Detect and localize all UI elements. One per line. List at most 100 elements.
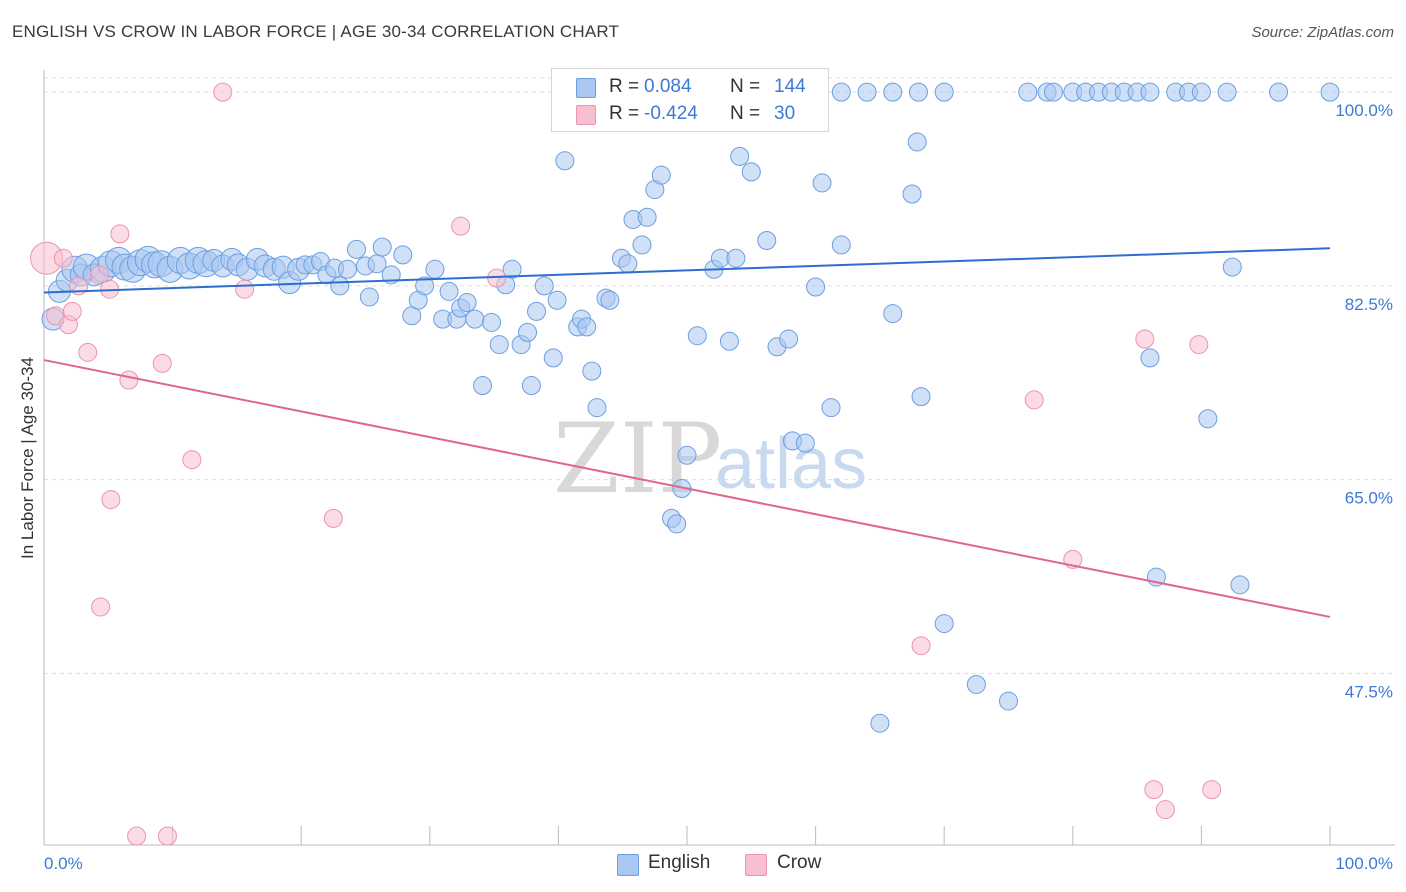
english-point <box>1269 82 1289 102</box>
english-point <box>346 239 366 259</box>
crow-point <box>110 224 130 244</box>
correlation-legend: R = 0.084 N = 144 R = -0.424 N = 30 <box>551 68 829 132</box>
english-point <box>934 82 954 102</box>
legend-swatch-crow <box>576 105 596 125</box>
english-point <box>831 82 851 102</box>
legend-r-label: R = <box>609 103 640 124</box>
english-point <box>719 331 739 351</box>
crow-trend-line <box>43 359 1331 618</box>
crow-point <box>911 636 931 656</box>
crow-point <box>78 342 98 362</box>
english-point <box>600 290 620 310</box>
english-point <box>582 361 602 381</box>
legend-r-label: R = <box>609 76 640 97</box>
x-tick-label-min: 0.0% <box>44 854 83 873</box>
legend-swatch-english <box>576 78 596 98</box>
english-point <box>465 309 485 329</box>
crow-point <box>213 82 233 102</box>
crow-point <box>89 265 109 285</box>
english-point <box>667 514 687 534</box>
watermark-zip: ZIP <box>553 403 722 515</box>
crow-point <box>101 490 121 510</box>
crow-point <box>119 370 139 390</box>
english-point <box>1140 348 1160 368</box>
english-point <box>502 259 522 279</box>
legend-r-value: 0.084 <box>644 76 692 97</box>
english-point <box>757 231 777 250</box>
english-point <box>831 235 851 255</box>
english-point <box>1044 82 1064 102</box>
english-point <box>637 207 657 227</box>
english-point <box>1140 82 1160 102</box>
english-point <box>457 293 477 312</box>
tick-labels: 47.5% 65.0% 82.5% 100.0% 0.0% 100.0% <box>44 101 1393 873</box>
english-trend-line <box>43 247 1331 294</box>
english-point <box>907 132 927 152</box>
english-point <box>857 82 877 102</box>
english-point <box>1191 82 1211 102</box>
legend-row-english: R = 0.084 N = 144 <box>552 73 828 101</box>
bottom-swatch-english <box>617 854 639 876</box>
english-point <box>730 146 750 166</box>
legend-n-label: N = <box>730 103 761 124</box>
english-point <box>587 398 607 418</box>
english-point <box>908 82 928 102</box>
english-point <box>372 237 392 257</box>
y-tick-label: 82.5% <box>1345 295 1393 314</box>
english-point <box>1217 82 1237 102</box>
english-point <box>381 265 401 285</box>
axes <box>43 70 1395 846</box>
y-tick-label: 100.0% <box>1335 101 1393 120</box>
english-point <box>337 259 357 279</box>
crow-point <box>1144 780 1164 800</box>
english-point <box>934 614 954 634</box>
bottom-legend-crow-label: Crow <box>777 852 822 873</box>
bottom-legend-english-label: English <box>648 852 711 873</box>
english-point <box>425 259 445 279</box>
english-point <box>534 276 554 296</box>
grid-lines <box>44 77 1395 674</box>
english-point <box>1198 409 1218 429</box>
crow-point <box>152 353 172 373</box>
english-point <box>779 329 799 349</box>
english-point <box>439 281 459 301</box>
english-point <box>577 317 597 337</box>
y-tick-label: 65.0% <box>1345 489 1393 508</box>
english-point <box>473 376 493 396</box>
y-axis-label: In Labor Force | Age 30-34 <box>18 357 37 559</box>
crow-point <box>235 279 255 299</box>
chart-source: Source: ZipAtlas.com <box>1251 24 1394 41</box>
english-point <box>415 276 435 296</box>
x-tick-label-max: 100.0% <box>1335 854 1393 873</box>
english-point <box>393 245 413 265</box>
english-point <box>902 184 922 204</box>
english-point <box>883 82 903 102</box>
chart-title: ENGLISH VS CROW IN LABOR FORCE | AGE 30-… <box>12 22 620 41</box>
legend-r-value: -0.424 <box>644 103 698 124</box>
crow-point <box>1202 780 1222 800</box>
english-point <box>518 322 538 342</box>
crow-point <box>1189 335 1209 355</box>
english-point <box>521 376 541 396</box>
legend-row-crow: R = -0.424 N = 30 <box>552 100 828 128</box>
english-point <box>726 248 746 268</box>
english-point <box>1222 257 1242 277</box>
english-point <box>911 387 931 407</box>
legend-n-label: N = <box>730 76 761 97</box>
y-tick-label: 47.5% <box>1345 682 1393 701</box>
english-point <box>543 348 563 368</box>
watermark: ZIP atlas <box>553 403 867 515</box>
crow-points <box>30 82 1222 846</box>
english-point <box>651 165 671 185</box>
crow-point <box>451 216 471 236</box>
crow-point <box>157 826 177 846</box>
english-point <box>618 254 638 274</box>
english-point <box>547 290 567 310</box>
english-point <box>1320 82 1340 102</box>
trend-lines <box>43 247 1331 618</box>
english-point <box>812 173 832 193</box>
legend-n-value: 144 <box>774 76 806 97</box>
english-point <box>632 235 652 255</box>
english-point <box>527 301 547 321</box>
